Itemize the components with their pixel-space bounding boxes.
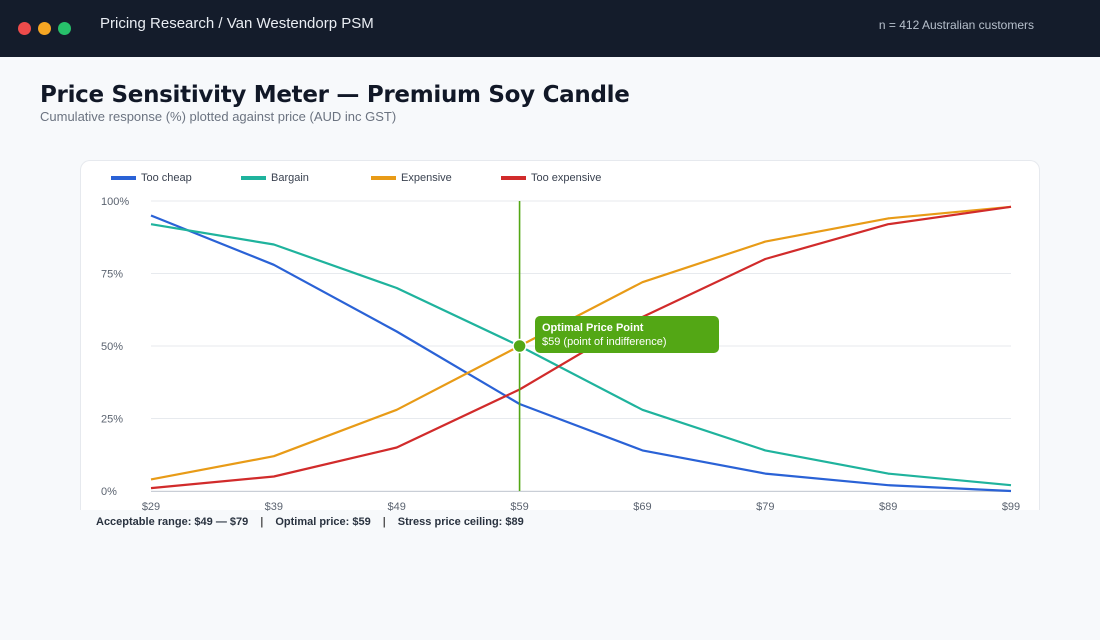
close-window-button[interactable] [18, 22, 31, 35]
legend-item-bargain[interactable]: Bargain [241, 172, 309, 184]
y-tick-label: 25% [101, 414, 123, 426]
minimize-window-button[interactable] [38, 22, 51, 35]
series-line-too-expensive [150, 205, 1012, 490]
series-line-bargain [150, 223, 1012, 487]
page-subtitle: Cumulative response (%) plotted against … [40, 109, 397, 124]
legend-item-expensive[interactable]: Expensive [371, 172, 452, 184]
legend-swatch-expensive [371, 176, 396, 180]
sample-size-note: n = 412 Australian customers [878, 18, 1034, 32]
x-tick-label: $29 [142, 501, 160, 511]
stress-price-ceiling: Stress price ceiling: $89 [397, 516, 524, 528]
annotation-title: Optimal Price Point [542, 322, 644, 334]
y-tick-label: 100% [101, 196, 129, 208]
legend-swatch-too-cheap [111, 176, 136, 180]
x-tick-label: $99 [1002, 501, 1020, 511]
legend-swatch-too-expensive [501, 176, 526, 180]
maximize-window-button[interactable] [58, 22, 71, 35]
legend-label-too-expensive: Too expensive [531, 172, 602, 184]
annotation-text: $59 (point of indifference) [542, 336, 667, 348]
acceptable-range: Acceptable range: $49 — $79 [96, 516, 249, 528]
x-tick-label: $49 [388, 501, 406, 511]
legend-label-expensive: Expensive [401, 172, 452, 184]
series-line-too-cheap [150, 214, 1012, 493]
legend-label-too-cheap: Too cheap [141, 172, 192, 184]
footer-separator: | [382, 516, 386, 528]
page-title: Price Sensitivity Meter — Premium Soy Ca… [40, 82, 630, 108]
y-tick-label: 50% [101, 341, 123, 353]
legend-item-too-cheap[interactable]: Too cheap [111, 172, 192, 184]
optimal-price-annotation: Optimal Price Point $59 (point of indiff… [535, 316, 719, 353]
y-tick-label: 0% [101, 486, 117, 498]
x-tick-label: $79 [756, 501, 774, 511]
chart-card: Too cheap Bargain Expensive Too expensiv… [80, 160, 1040, 511]
legend-item-too-expensive[interactable]: Too expensive [501, 172, 601, 184]
x-tick-label: $39 [265, 501, 283, 511]
optimal-price: Optimal price: $59 [275, 516, 371, 528]
optimal-price-point [512, 338, 527, 354]
x-tick-label: $69 [633, 501, 651, 511]
summary-footer: Acceptable range: $49 — $79 | Optimal pric… [96, 516, 524, 528]
app-title: Pricing Research / Van Westendorp PSM [100, 15, 374, 32]
x-tick-label: $89 [879, 501, 897, 511]
series-line-expensive [150, 205, 1012, 481]
footer-separator: | [260, 516, 264, 528]
legend-swatch-bargain [241, 176, 266, 180]
y-tick-label: 75% [101, 269, 123, 281]
x-tick-label: $59 [510, 501, 528, 511]
title-bar: Pricing Research / Van Westendorp PSM n … [0, 0, 1100, 57]
legend-label-bargain: Bargain [271, 172, 309, 184]
